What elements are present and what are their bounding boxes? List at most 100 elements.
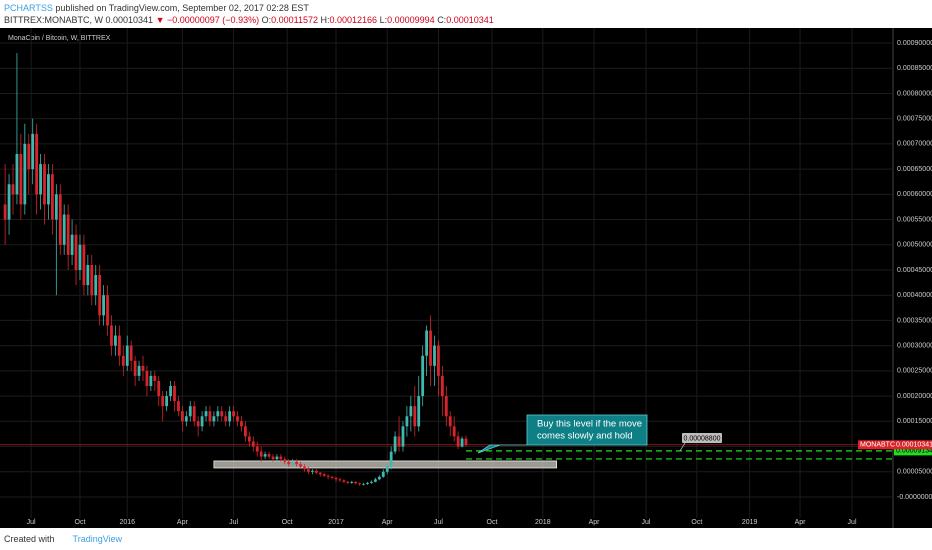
symbol-tag: MONABTC xyxy=(860,442,895,449)
candle-body xyxy=(275,456,279,460)
x-tick-label: Oct xyxy=(487,519,498,526)
candle-body xyxy=(78,244,82,270)
level-tag-label: 0.00009134 xyxy=(896,448,932,455)
candle-body xyxy=(433,345,436,366)
y-tick-label: 0.00070000 xyxy=(897,141,932,148)
author[interactable]: PCHARTSS xyxy=(4,3,53,13)
candle-body xyxy=(393,436,397,452)
candle-body xyxy=(429,330,432,366)
candle-body xyxy=(464,438,468,445)
candle-body xyxy=(94,275,98,296)
candle-body xyxy=(338,479,342,481)
candle-body xyxy=(180,411,184,422)
candle-body xyxy=(66,214,70,255)
x-tick-label: Jul xyxy=(229,519,238,526)
candle-body xyxy=(401,426,405,447)
candle-body xyxy=(23,143,27,205)
candle-body xyxy=(157,380,161,397)
candle-body xyxy=(385,466,389,472)
candle-body xyxy=(70,234,74,255)
candle-body xyxy=(106,295,109,326)
candle-body xyxy=(196,421,200,427)
candle-body xyxy=(456,436,460,447)
candle-body xyxy=(271,456,275,460)
candle-body xyxy=(247,436,251,442)
candle-body xyxy=(370,481,373,483)
callout-text: comes slowly and hold xyxy=(537,431,633,442)
y-tick-label: 0.00080000 xyxy=(897,90,932,97)
candle-body xyxy=(102,295,105,316)
candle-body xyxy=(39,164,42,195)
candle-body xyxy=(291,461,295,465)
candle-body xyxy=(133,360,137,376)
y-tick-label: 0.00060000 xyxy=(897,191,932,198)
y-tick-label: 0.00020000 xyxy=(897,393,932,400)
candle-body xyxy=(62,214,66,245)
y-tick-label: 0.00005000 xyxy=(897,469,932,476)
x-tick-label: Jul xyxy=(642,519,651,526)
candle-body xyxy=(137,365,141,376)
candle-body xyxy=(299,464,302,467)
y-tick-label: 0.00015000 xyxy=(897,418,932,425)
candle-body xyxy=(318,472,322,475)
candle-body xyxy=(409,406,413,417)
brand[interactable]: TradingView xyxy=(72,534,123,544)
ohlc-value: 0.00012166 xyxy=(329,15,378,25)
level-tag xyxy=(894,446,932,456)
x-tick-label: Apr xyxy=(795,519,807,526)
candle-body xyxy=(314,470,318,473)
x-tick-label: Oct xyxy=(75,519,86,526)
candle-body xyxy=(267,454,271,457)
candle-body xyxy=(204,411,208,417)
candle-body xyxy=(417,396,421,427)
candle-body xyxy=(405,416,409,427)
candle-body xyxy=(310,470,314,472)
candle-body xyxy=(381,471,385,477)
candle-body xyxy=(440,375,444,397)
candle-body xyxy=(50,174,54,220)
candle-body xyxy=(255,446,259,452)
ohlc-label: L: xyxy=(379,15,388,25)
candle-body xyxy=(240,421,243,427)
ohlc-value: 0.00011572 xyxy=(271,15,318,25)
candle-body xyxy=(228,411,232,422)
candle-body xyxy=(200,416,204,427)
x-tick-label: Apr xyxy=(589,519,601,526)
y-tick-label: 0.00025000 xyxy=(897,368,932,375)
candle-body xyxy=(334,477,338,480)
last-price-label: 0.00010341 xyxy=(896,442,932,449)
candle-body xyxy=(192,406,196,422)
candle-body xyxy=(373,479,377,482)
y-tick-label: 0.00045000 xyxy=(897,267,932,274)
candle-body xyxy=(117,335,121,356)
candle-body xyxy=(82,244,86,286)
candle-body xyxy=(295,461,299,465)
candle-body xyxy=(437,345,440,376)
candle-body xyxy=(279,456,283,460)
header: PCHARTSS published on TradingView.com, S… xyxy=(4,2,494,26)
candle-body xyxy=(145,370,149,387)
candle-body xyxy=(287,461,291,465)
candle-body xyxy=(153,375,157,381)
candle-body xyxy=(161,396,165,407)
candle-body xyxy=(322,474,326,476)
candle-body xyxy=(184,416,188,422)
chart-title: MonaCoin / Bitcoin, W, BITTREX xyxy=(8,35,111,42)
candle-body xyxy=(326,475,330,477)
y-tick-label: 0.00035000 xyxy=(897,317,932,324)
candle-body xyxy=(236,416,239,422)
y-tick-label: 0.00085000 xyxy=(897,65,932,72)
candle-body xyxy=(3,204,7,220)
candle-body xyxy=(58,194,62,245)
candle-body xyxy=(460,438,464,447)
ohlc-label: C: xyxy=(437,15,447,25)
candle-body xyxy=(220,411,224,417)
candle-body xyxy=(125,345,129,366)
y-tick-label: 0.00075000 xyxy=(897,116,932,123)
candle-body xyxy=(224,416,228,422)
candle-body xyxy=(74,234,78,270)
note-box xyxy=(682,433,722,443)
x-tick-label: 2019 xyxy=(742,519,758,526)
x-tick-label: Apr xyxy=(382,519,394,526)
ohlc-value: 0.00009994 xyxy=(387,15,435,25)
